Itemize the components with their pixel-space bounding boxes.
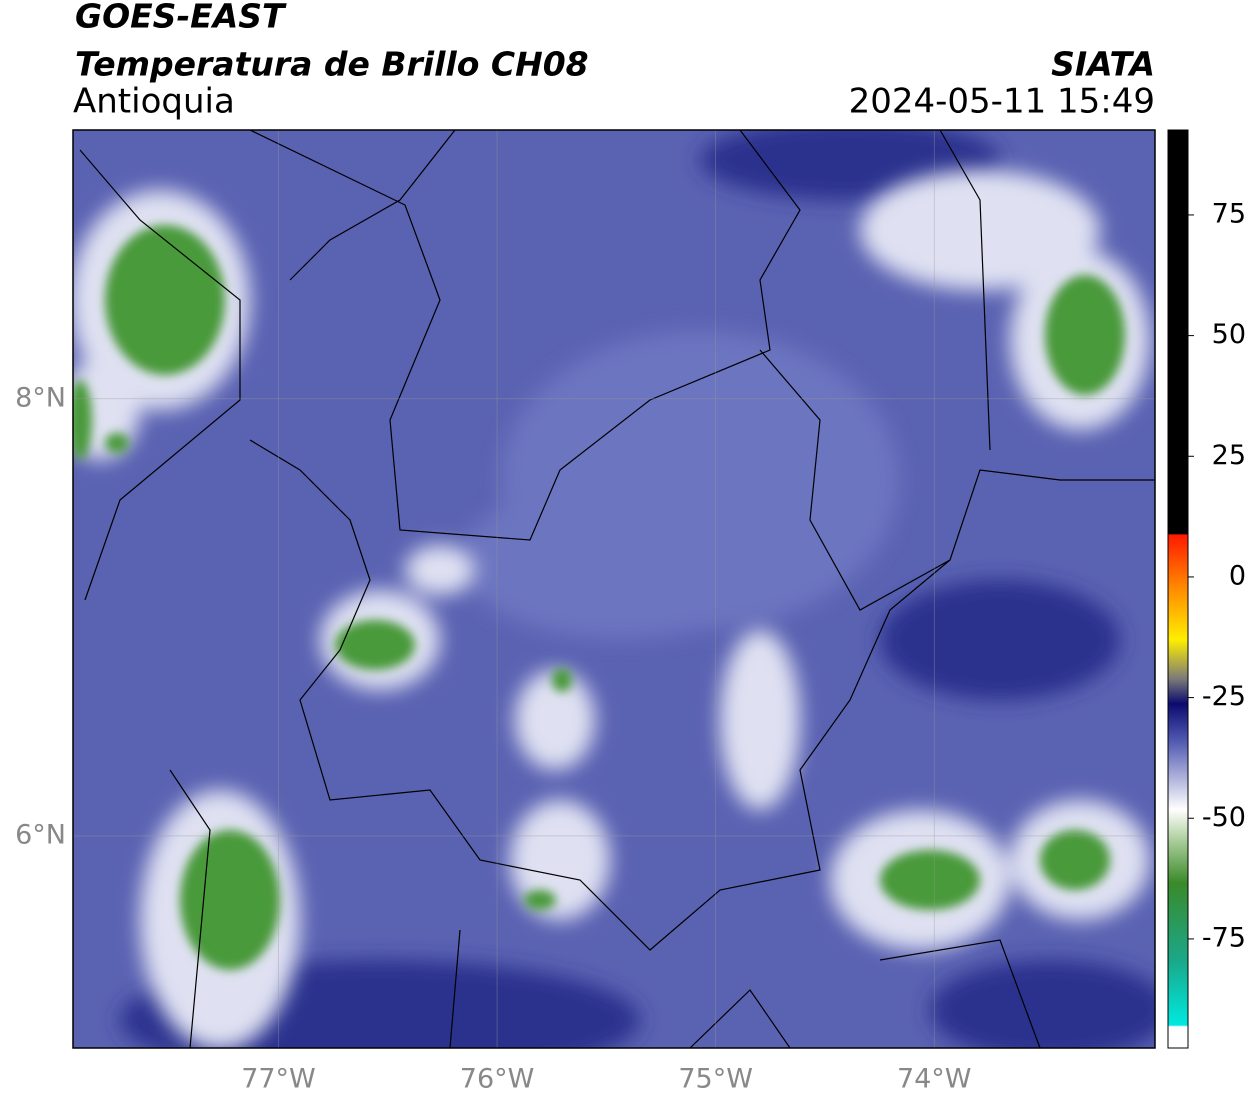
colorbar-tick-label: 50: [1212, 319, 1246, 350]
latitude-label: 8°N: [15, 382, 66, 413]
datetime-label: 2024-05-11 15:49: [849, 82, 1155, 122]
region-label: Antioquia: [73, 82, 235, 122]
colorbar-tick-label: -25: [1202, 681, 1246, 712]
product-title: Temperatura de Brillo CH08: [75, 45, 589, 84]
longitude-label: 77°W: [241, 1064, 316, 1095]
longitude-label: 74°W: [897, 1064, 972, 1095]
longitude-label: 75°W: [678, 1064, 753, 1095]
longitude-label: 76°W: [460, 1064, 535, 1095]
satellite-image: [73, 130, 1155, 1048]
colorbar-tick-label: -50: [1202, 802, 1246, 833]
colorbar-tick-label: 25: [1212, 440, 1246, 471]
latitude-label: 6°N: [15, 819, 66, 850]
satellite-title: GOES-EAST: [75, 0, 287, 36]
colorbar-tick-label: 0: [1229, 560, 1246, 591]
colorbar-tick-label: 75: [1212, 198, 1246, 229]
colorbar: [1167, 129, 1189, 1049]
map-frame: [72, 129, 1156, 1049]
colorbar-tick-label: -75: [1202, 922, 1246, 953]
source-label: SIATA: [1051, 45, 1155, 84]
